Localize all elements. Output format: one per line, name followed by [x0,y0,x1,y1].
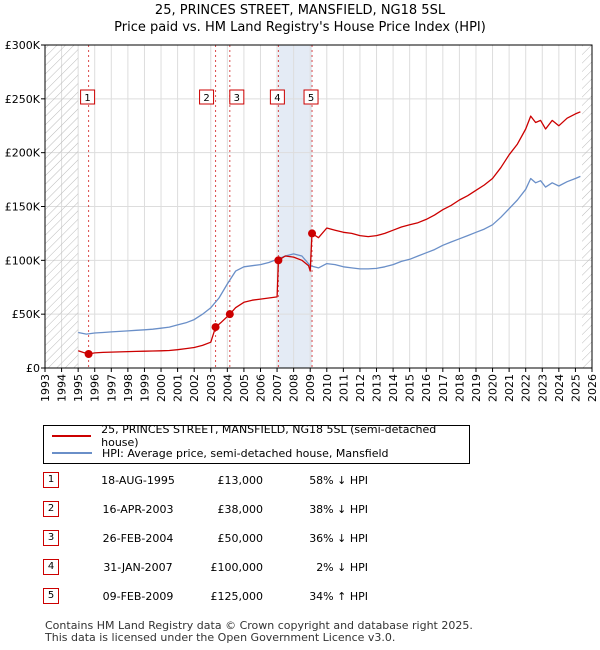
x-tick-label: 1998 [122,374,135,402]
x-tick-label: 2006 [254,374,267,402]
y-tick-label: £50K [12,308,41,321]
chart-legend: 25, PRINCES STREET, MANSFIELD, NG18 5SL … [43,423,470,464]
x-tick-label: 1996 [89,374,102,402]
sale-date: 31-JAN-2007 [103,561,173,574]
x-tick-label: 2010 [321,374,334,402]
y-tick-label: £200K [5,147,41,160]
hatched-region [582,45,592,368]
sale-label-number: 4 [274,93,280,104]
x-tick-label: 2015 [404,374,417,402]
legend-entry-property: 25, PRINCES STREET, MANSFIELD, NG18 5SL … [44,423,469,449]
x-tick-label: 2025 [569,374,582,402]
sale-label-box [269,89,285,105]
sale-point [225,310,234,319]
sale-point [84,350,93,359]
chart-title-address: 25, PRINCES STREET, MANSFIELD, NG18 5SL [154,3,446,18]
y-tick-label: £300K [5,39,41,52]
sale-label-number: 1 [84,93,90,104]
x-tick-label: 2004 [221,374,234,402]
sale-hpi-diff: 36% ↓ HPI [309,532,368,545]
sale-price: £50,000 [217,532,264,545]
x-tick-label: 1995 [72,374,85,402]
table-row: 1 18-AUG-1995 £13,000 58% ↓ HPI [43,470,563,490]
legend-label-property: 25, PRINCES STREET, MANSFIELD, NG18 5SL … [101,423,437,449]
sale-number-badge: 5 [43,588,59,604]
sale-date: 16-APR-2003 [102,503,174,516]
x-tick-label: 2024 [553,374,566,402]
x-tick-label: 2018 [453,374,466,402]
legend-swatch-blue [52,452,92,454]
table-row: 5 09-FEB-2009 £125,000 34% ↑ HPI [43,586,563,606]
x-tick-label: 2021 [503,374,516,402]
y-tick-label: £150K [5,201,41,214]
x-tick-label: 2014 [387,374,400,402]
sale-date: 09-FEB-2009 [102,590,174,603]
legend-label-hpi: HPI: Average price, semi-detached house,… [102,446,389,460]
sale-hpi-diff: 38% ↓ HPI [309,503,368,516]
sale-price: £38,000 [217,503,264,516]
sale-number-badge: 1 [43,472,59,488]
sale-label-box [303,89,319,105]
hatched-region [45,45,79,368]
series-line-property [77,111,581,355]
x-tick-label: 2008 [288,374,301,402]
x-tick-label: 2012 [354,374,367,402]
x-tick-label: 2005 [238,374,251,402]
x-tick-label: 2022 [520,374,533,402]
x-tick-label: 2016 [420,374,433,402]
x-tick-label: 2009 [304,374,317,402]
sale-point [211,323,220,332]
footer-line-copyright: Contains HM Land Registry data © Crown c… [45,619,473,632]
sale-label-box [229,89,245,105]
sale-price: £125,000 [210,590,264,603]
price-chart: 1 2 3 4 5 £0 £50K £100K £150K £200K £250K £300K 199… [5,39,599,402]
sale-date: 26-FEB-2004 [102,532,174,545]
x-tick-label: 2013 [371,374,384,402]
y-tick-label: £0 [26,362,40,375]
sale-number-badge: 3 [43,530,59,546]
x-tick-label: 1997 [105,374,118,402]
sale-label-number: 2 [203,93,209,104]
sale-number-badge: 2 [43,501,59,517]
sale-hpi-diff: 34% ↑ HPI [309,590,368,603]
sale-point [274,256,283,265]
y-tick-label: £100K [5,254,41,267]
x-tick-label: 2023 [536,374,549,402]
sale-point [308,229,317,238]
x-tick-label: 2000 [155,374,168,402]
x-tick-label: 2019 [470,374,483,402]
x-tick-label: 1994 [56,374,69,402]
sale-label-number: 3 [234,93,240,104]
sale-price: £13,000 [217,474,264,487]
x-tick-label: 2026 [586,374,599,402]
copyright-footer: Contains HM Land Registry data © Crown c… [45,620,473,644]
x-tick-label: 2001 [172,374,185,402]
sale-label-number: 5 [308,93,314,104]
legend-entry-hpi: HPI: Average price, semi-detached house,… [44,445,389,461]
sale-price: £100,000 [210,561,264,574]
sale-hpi-diff: 2% ↓ HPI [316,561,368,574]
x-tick-label: 1999 [138,374,151,402]
y-tick-label: £250K [5,93,41,106]
sale-hpi-diff: 58% ↓ HPI [309,474,368,487]
x-tick-label: 1993 [39,374,52,402]
legend-swatch-red [52,435,92,437]
x-tick-label: 2007 [271,374,284,402]
footer-line-licence: This data is licensed under the Open Gov… [45,631,396,644]
table-row: 2 16-APR-2003 £38,000 38% ↓ HPI [43,499,563,519]
sale-label-box [80,89,96,105]
sale-date: 18-AUG-1995 [101,474,175,487]
sale-number-badge: 4 [43,559,59,575]
x-tick-label: 2017 [437,374,450,402]
x-tick-label: 2002 [188,374,201,402]
series-line-hpi [78,175,581,335]
x-tick-label: 2011 [337,374,350,402]
table-row: 4 31-JAN-2007 £100,000 2% ↓ HPI [43,557,563,577]
x-tick-label: 2003 [205,374,218,402]
table-row: 3 26-FEB-2004 £50,000 36% ↓ HPI [43,528,563,548]
x-tick-label: 2020 [487,374,500,402]
sale-label-box [199,89,215,105]
chart-title-subtitle: Price paid vs. HM Land Registry's House … [114,20,486,35]
